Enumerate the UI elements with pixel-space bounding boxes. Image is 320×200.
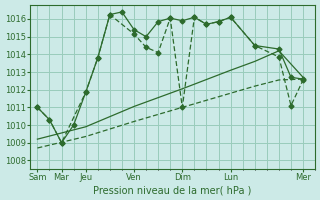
X-axis label: Pression niveau de la mer( hPa ): Pression niveau de la mer( hPa ) [93,185,252,195]
